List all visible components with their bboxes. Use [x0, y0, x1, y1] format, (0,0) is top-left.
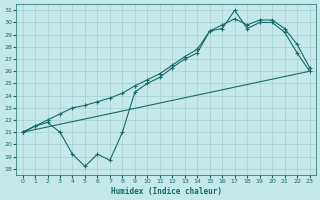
- X-axis label: Humidex (Indice chaleur): Humidex (Indice chaleur): [111, 187, 221, 196]
